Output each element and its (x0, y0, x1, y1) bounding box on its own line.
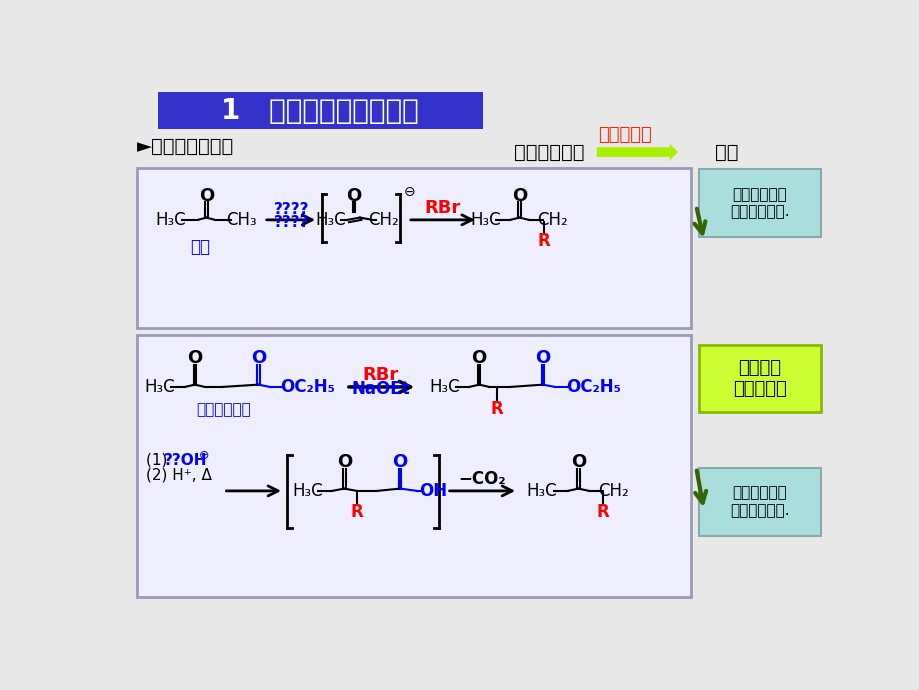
Text: H₃C: H₃C (144, 378, 176, 396)
Text: 1   乙酰乙酸乙酯合成法: 1 乙酰乙酸乙酯合成法 (221, 97, 419, 126)
Text: R: R (596, 504, 609, 522)
Text: 乙酰乙酸乙酯: 乙酰乙酸乙酯 (196, 402, 251, 417)
Text: 丙酯: 丙酯 (190, 238, 210, 256)
Text: RBr: RBr (424, 199, 460, 217)
Bar (698, 468, 820, 535)
Text: OC₂H₅: OC₂H₅ (566, 378, 620, 396)
Text: ⊖: ⊖ (403, 185, 414, 199)
Text: 取代丙酯
（甲基酯）: 取代丙酯 （甲基酯） (732, 359, 786, 398)
Text: O: O (511, 187, 527, 205)
Text: O: O (199, 187, 214, 205)
Text: O: O (346, 187, 361, 205)
Text: CH₂: CH₂ (368, 211, 398, 229)
Text: ????: ???? (274, 202, 309, 217)
Text: (1): (1) (146, 453, 172, 468)
Text: ??OH: ??OH (164, 453, 207, 468)
Text: R: R (538, 233, 550, 250)
Text: 实验条件较苛
刻，产率不好.: 实验条件较苛 刻，产率不好. (729, 187, 789, 219)
Text: ►比较以下两合成: ►比较以下两合成 (137, 137, 233, 156)
Text: CH₂: CH₂ (537, 211, 568, 229)
Text: R: R (490, 400, 503, 417)
Text: 丙酯: 丙酯 (715, 143, 738, 161)
Bar (137, 168, 690, 328)
Text: O: O (251, 349, 266, 368)
Text: H₃C: H₃C (527, 482, 557, 500)
Text: RBr: RBr (362, 366, 399, 384)
Text: O: O (336, 453, 352, 471)
Text: OC₂H₅: OC₂H₅ (279, 378, 335, 396)
Bar (137, 335, 690, 597)
Text: ⊖: ⊖ (199, 449, 209, 462)
Text: H₃C: H₃C (428, 378, 460, 396)
Text: −CO₂: −CO₂ (458, 471, 505, 489)
Text: O: O (187, 349, 202, 368)
Text: H₃C: H₃C (315, 211, 346, 229)
Text: OH: OH (418, 482, 447, 500)
Text: H₃C: H₃C (470, 211, 500, 229)
Text: O: O (535, 349, 550, 368)
Text: H₃C: H₃C (291, 482, 323, 500)
Text: O: O (392, 453, 407, 471)
Text: NaOEt: NaOEt (351, 380, 410, 398)
Text: R: R (350, 504, 363, 522)
Text: 合成等价物: 合成等价物 (597, 126, 652, 144)
Text: CH₃: CH₃ (226, 211, 256, 229)
Text: CH₂: CH₂ (597, 482, 628, 500)
Bar (698, 344, 820, 413)
Bar (157, 92, 482, 129)
Text: 乙酰乙酸乙酯: 乙酰乙酸乙酯 (513, 143, 584, 161)
Text: 实验条件较温
和，产率较好.: 实验条件较温 和，产率较好. (729, 486, 789, 518)
Text: (2) H⁺, Δ: (2) H⁺, Δ (146, 468, 211, 483)
Text: O: O (471, 349, 486, 368)
Bar (698, 169, 820, 237)
Text: O: O (570, 453, 585, 471)
Text: H₃C: H₃C (155, 211, 186, 229)
Text: ????: ???? (274, 215, 309, 230)
